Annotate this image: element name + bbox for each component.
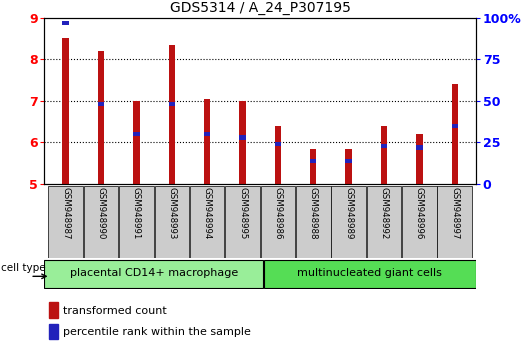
Text: GSM948997: GSM948997 xyxy=(450,187,459,239)
Bar xyxy=(416,134,423,184)
Text: GSM948994: GSM948994 xyxy=(202,187,212,239)
Bar xyxy=(451,124,458,128)
Bar xyxy=(49,302,58,318)
Bar xyxy=(62,39,69,184)
Text: percentile rank within the sample: percentile rank within the sample xyxy=(63,327,252,337)
Text: cell type: cell type xyxy=(1,263,46,273)
FancyBboxPatch shape xyxy=(437,185,472,258)
Bar xyxy=(451,84,458,184)
Bar xyxy=(98,51,104,184)
FancyBboxPatch shape xyxy=(119,185,154,258)
Bar xyxy=(310,159,316,163)
FancyBboxPatch shape xyxy=(402,185,437,258)
Bar xyxy=(381,144,387,148)
Bar xyxy=(240,101,246,184)
Bar xyxy=(168,102,175,106)
Bar xyxy=(49,324,58,339)
Bar xyxy=(133,132,140,136)
Text: GSM948989: GSM948989 xyxy=(344,187,353,239)
Text: GSM948988: GSM948988 xyxy=(309,187,318,240)
Text: GSM948990: GSM948990 xyxy=(97,187,106,239)
Text: GSM948987: GSM948987 xyxy=(61,187,70,240)
Text: GSM948992: GSM948992 xyxy=(380,187,389,239)
Text: GSM948995: GSM948995 xyxy=(238,187,247,239)
Text: GSM948993: GSM948993 xyxy=(167,187,176,239)
Bar xyxy=(133,101,140,184)
Bar xyxy=(310,149,316,184)
Bar xyxy=(381,126,387,184)
FancyBboxPatch shape xyxy=(264,260,476,288)
Bar xyxy=(168,45,175,184)
FancyBboxPatch shape xyxy=(154,185,189,258)
Bar xyxy=(240,136,246,139)
FancyBboxPatch shape xyxy=(190,185,224,258)
Text: transformed count: transformed count xyxy=(63,306,167,316)
Title: GDS5314 / A_24_P307195: GDS5314 / A_24_P307195 xyxy=(170,1,350,15)
FancyBboxPatch shape xyxy=(260,185,295,258)
Text: GSM948986: GSM948986 xyxy=(274,187,282,240)
FancyBboxPatch shape xyxy=(84,185,118,258)
FancyBboxPatch shape xyxy=(296,185,331,258)
Bar xyxy=(204,132,210,136)
FancyBboxPatch shape xyxy=(225,185,260,258)
Bar xyxy=(345,149,352,184)
Text: multinucleated giant cells: multinucleated giant cells xyxy=(298,268,442,278)
Text: GSM948991: GSM948991 xyxy=(132,187,141,239)
FancyBboxPatch shape xyxy=(332,185,366,258)
Bar xyxy=(345,159,352,163)
Text: placental CD14+ macrophage: placental CD14+ macrophage xyxy=(70,268,238,278)
Bar xyxy=(416,145,423,149)
Bar xyxy=(204,99,210,184)
Text: GSM948996: GSM948996 xyxy=(415,187,424,239)
Bar xyxy=(275,126,281,184)
FancyBboxPatch shape xyxy=(49,185,83,258)
Bar xyxy=(62,21,69,25)
FancyBboxPatch shape xyxy=(367,185,401,258)
FancyBboxPatch shape xyxy=(44,260,263,288)
Bar xyxy=(275,142,281,146)
Bar xyxy=(98,102,104,106)
